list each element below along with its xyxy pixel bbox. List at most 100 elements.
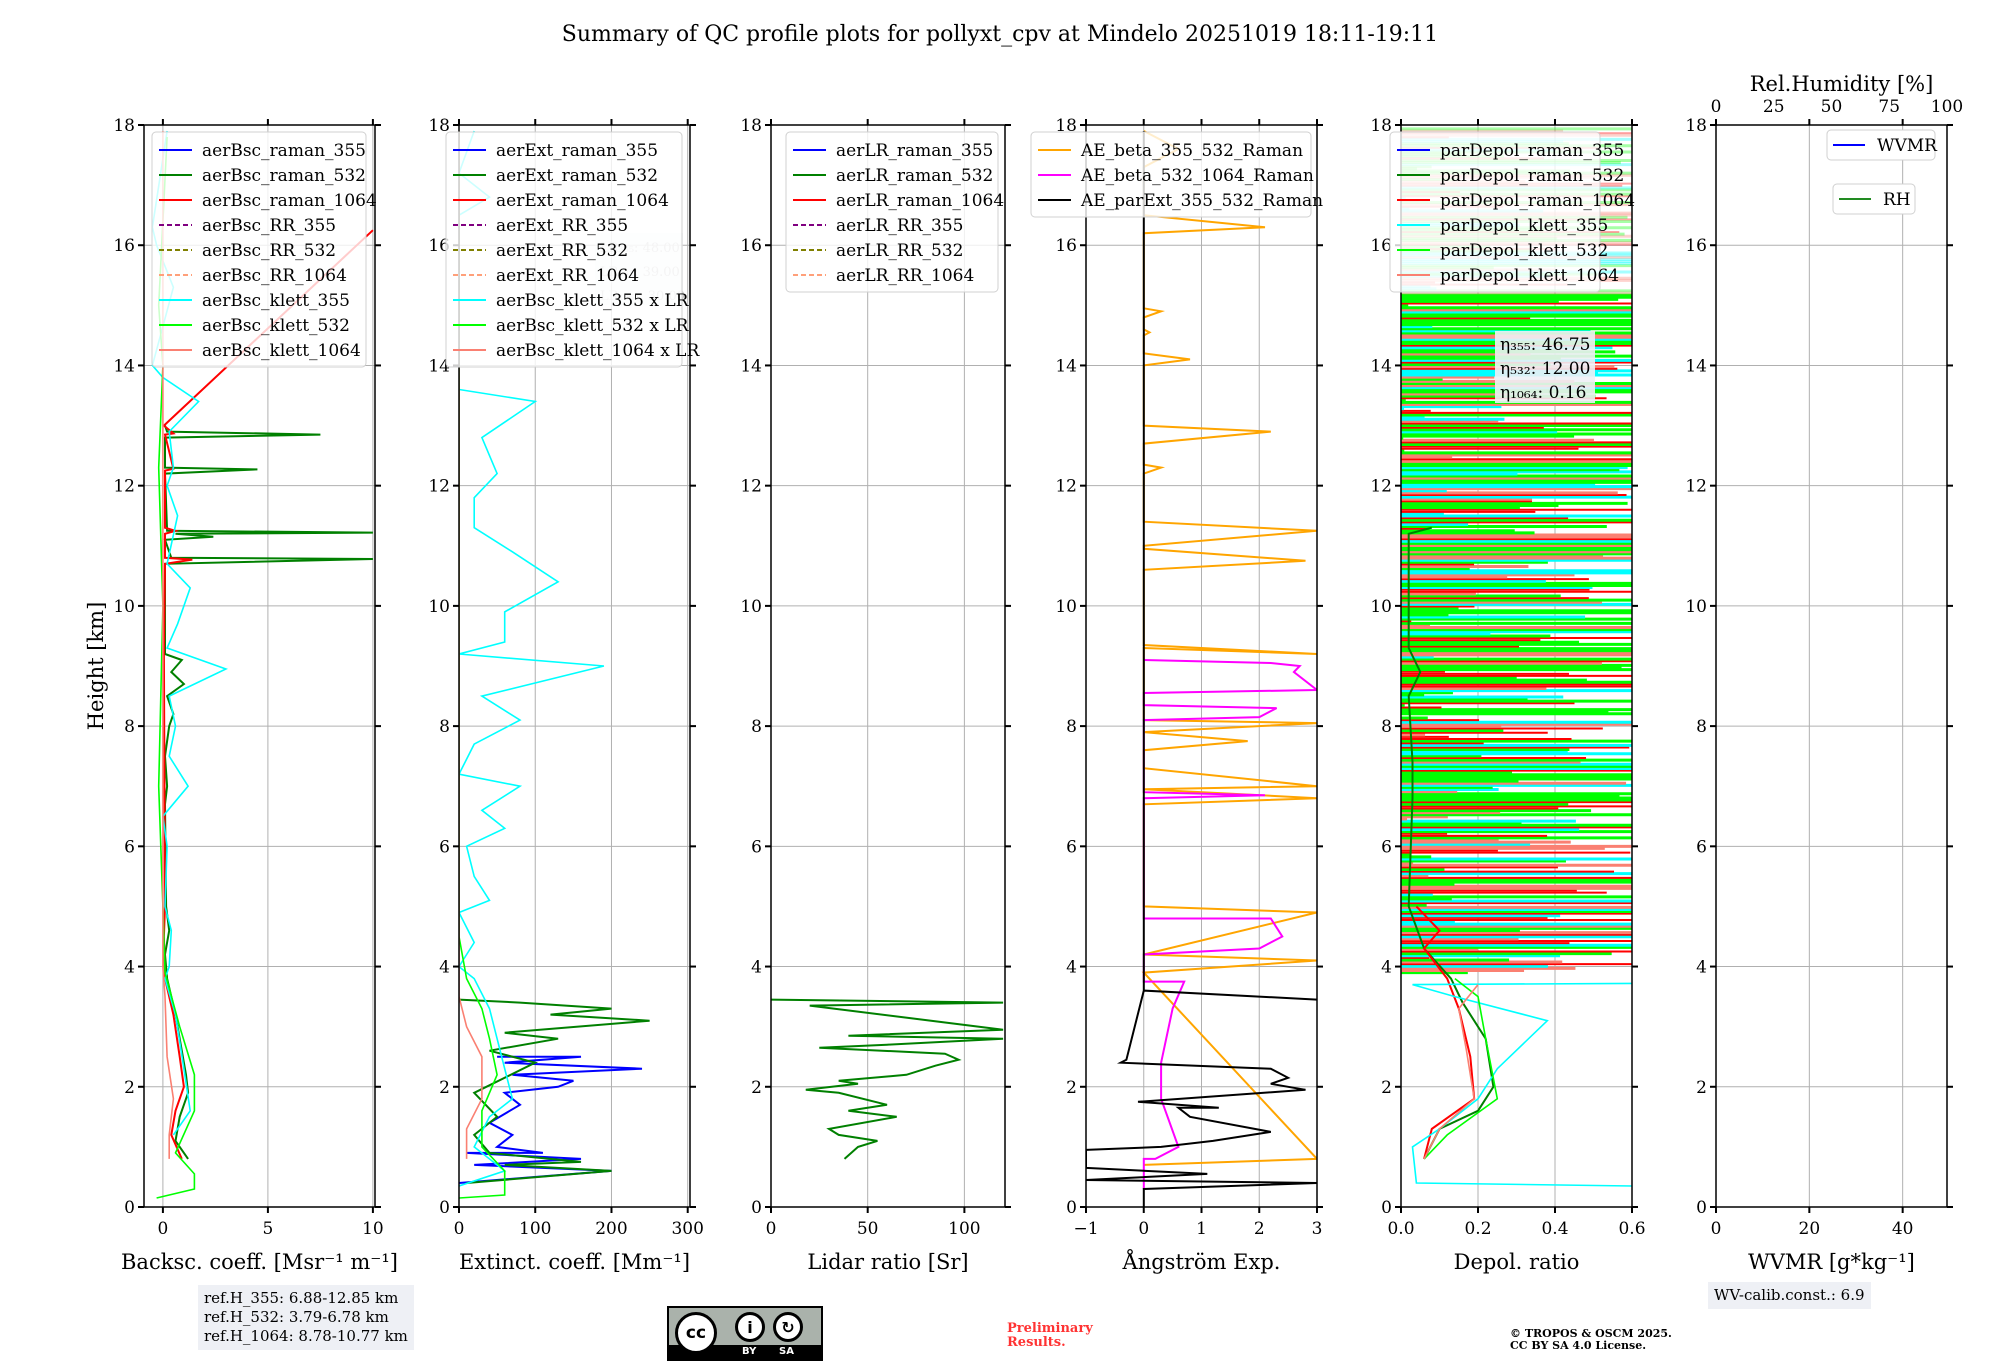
top-tick-label: 25 xyxy=(1763,97,1785,117)
x-axis-label: Depol. ratio xyxy=(1454,1250,1580,1274)
y-tick-label: 0 xyxy=(1696,1198,1707,1218)
y-tick-label: 10 xyxy=(428,597,450,617)
series-line-aerlr-raman-532 xyxy=(771,998,1004,1160)
series-line-pardepol-klett-1064 xyxy=(1423,984,1479,1160)
cc-icon: cc xyxy=(675,1312,717,1354)
y-tick-label: 8 xyxy=(1066,717,1077,737)
x-tick-label: 40 xyxy=(1892,1219,1914,1239)
y-tick-label: 6 xyxy=(439,837,450,857)
legend-entry: aerExt_RR_355 xyxy=(496,216,628,236)
x-axis-label: Lidar ratio [Sr] xyxy=(807,1250,968,1274)
y-axis-label: Height [km] xyxy=(84,602,108,731)
series-line-pardepol-klett-532 xyxy=(1423,977,1499,1160)
legend-frame xyxy=(445,131,683,368)
legend-entry: WVMR xyxy=(1877,136,1938,156)
y-tick-label: 16 xyxy=(113,236,135,256)
share-alike-icon: ↻ xyxy=(773,1312,803,1342)
y-tick-label: 16 xyxy=(740,236,762,256)
legend: aerLR_raman_355 aerLR_raman_532 aerLR_rama… xyxy=(785,131,1004,293)
x-tick-label: 50 xyxy=(857,1219,879,1239)
top-tick-label: 0 xyxy=(1711,97,1722,117)
x-tick-label: 300 xyxy=(671,1219,703,1239)
legend-entry: aerLR_raman_532 xyxy=(836,166,993,186)
series-line-ae-parext-355-532-raman xyxy=(1086,131,1317,1207)
wv-calibration-box: WV-calib.const.: 6.9 xyxy=(1708,1282,1871,1309)
legend-entry: aerLR_RR_355 xyxy=(836,216,963,236)
legend-frame xyxy=(785,131,999,293)
legend: aerBsc_raman_355 aerBsc_raman_532 aerBsc_r… xyxy=(151,131,377,368)
legend-rh: RH xyxy=(1832,183,1916,215)
axes-frame xyxy=(770,124,1006,1208)
y-tick-label: 18 xyxy=(1370,116,1392,136)
legend-entry: parDepol_raman_355 xyxy=(1440,141,1624,161)
legend-entry: parDepol_klett_355 xyxy=(1440,216,1608,236)
y-tick-label: 4 xyxy=(751,958,762,978)
legend-entry: aerBsc_klett_532 x LR xyxy=(496,316,690,336)
panel-6: 0 20 40 0 2 4 6 8 10 12 14 16 18 WVMR [g*kg⁻¹] 0 25 50 75… xyxy=(1685,72,1963,1274)
legend-entry: aerBsc_klett_1064 xyxy=(202,341,361,361)
y-tick-label: 6 xyxy=(124,837,135,857)
legend-entry: aerBsc_klett_355 x LR xyxy=(496,291,690,311)
y-tick-label: 12 xyxy=(1685,477,1707,497)
legend: AE_beta_355_532_Raman AE_beta_532_1064_Ra… xyxy=(1030,131,1323,218)
x-tick-label: 100 xyxy=(519,1219,551,1239)
y-tick-label: 18 xyxy=(740,116,762,136)
x-tick-label: 0.0 xyxy=(1387,1219,1414,1239)
x-axis-label: Backsc. coeff. [Msr⁻¹ m⁻¹] xyxy=(121,1250,398,1274)
y-tick-label: 18 xyxy=(428,116,450,136)
y-tick-label: 10 xyxy=(740,597,762,617)
y-tick-label: 16 xyxy=(1370,236,1392,256)
y-tick-label: 18 xyxy=(1055,116,1077,136)
wv-calibration-constant: WV-calib.const.: 6.9 xyxy=(1714,1286,1865,1304)
y-tick-label: 16 xyxy=(1685,236,1707,256)
y-tick-label: 6 xyxy=(751,837,762,857)
legend-entry: aerBsc_raman_532 xyxy=(202,166,366,186)
legend: aerExt_raman_355 aerExt_raman_532 aerExt_r… xyxy=(445,131,700,368)
x-tick-label: 5 xyxy=(262,1219,273,1239)
sa-label: SA xyxy=(779,1346,794,1357)
y-tick-label: 12 xyxy=(1370,477,1392,497)
figure-title: Summary of QC profile plots for pollyxt_… xyxy=(561,22,1439,47)
legend-frame xyxy=(1389,131,1601,293)
annotation-text: η₃₅₅: 46.75 xyxy=(1500,335,1590,355)
legend-frame xyxy=(1832,183,1916,215)
panel-3: 0 50 100 0 2 4 6 8 10 12 14 16 18 Lidar ratio [Sr] aer… xyxy=(740,116,1011,1274)
plot-area xyxy=(459,130,650,1199)
y-tick-label: 4 xyxy=(1696,958,1707,978)
y-tick-label: 12 xyxy=(740,477,762,497)
legend-frame xyxy=(151,131,367,368)
legend-entry: parDepol_raman_1064 xyxy=(1440,191,1635,211)
plot-area xyxy=(151,130,374,1199)
copyright-line-1: © TROPOS & OSCM 2025. xyxy=(1510,1327,1672,1340)
attribution-icon: i xyxy=(735,1312,765,1342)
series-line-aerbsc-raman-1064 xyxy=(162,229,374,1160)
legend-entry: aerBsc_raman_355 xyxy=(202,141,366,161)
by-label: BY xyxy=(742,1346,757,1357)
legend-entry: aerExt_raman_1064 xyxy=(496,191,669,211)
legend-entry: AE_beta_532_1064_Raman xyxy=(1080,166,1314,186)
axes-frame xyxy=(458,124,691,1208)
y-tick-label: 10 xyxy=(1685,597,1707,617)
series-line-aerbsc-klett-532-x-lr xyxy=(459,131,506,1199)
y-tick-label: 6 xyxy=(1066,837,1077,857)
series-line-aerbsc-raman-532 xyxy=(163,425,373,1160)
y-tick-label: 4 xyxy=(439,958,450,978)
y-tick-label: 2 xyxy=(1696,1078,1707,1098)
axes-frame xyxy=(1400,124,1633,1208)
x-tick-label: 200 xyxy=(595,1219,627,1239)
top-tick-label: 50 xyxy=(1821,97,1843,117)
y-tick-label: 2 xyxy=(1381,1078,1392,1098)
series-line-aerbsc-klett-1064-x-lr xyxy=(459,131,483,1159)
y-tick-label: 2 xyxy=(1066,1078,1077,1098)
legend-entry: aerBsc_RR_355 xyxy=(202,216,336,236)
x-tick-label: 1 xyxy=(1196,1219,1207,1239)
legend: parDepol_raman_355 parDepol_raman_532 parD… xyxy=(1389,131,1635,293)
legend-entry: parDepol_klett_532 xyxy=(1440,241,1608,261)
y-tick-label: 12 xyxy=(428,477,450,497)
preliminary-line-1: Preliminary xyxy=(1007,1321,1093,1336)
y-tick-label: 2 xyxy=(124,1078,135,1098)
series-line-aerbsc-klett-532 xyxy=(156,136,196,1199)
x-tick-label: 10 xyxy=(362,1219,384,1239)
y-tick-label: 8 xyxy=(1696,717,1707,737)
legend-frame xyxy=(1030,131,1312,218)
